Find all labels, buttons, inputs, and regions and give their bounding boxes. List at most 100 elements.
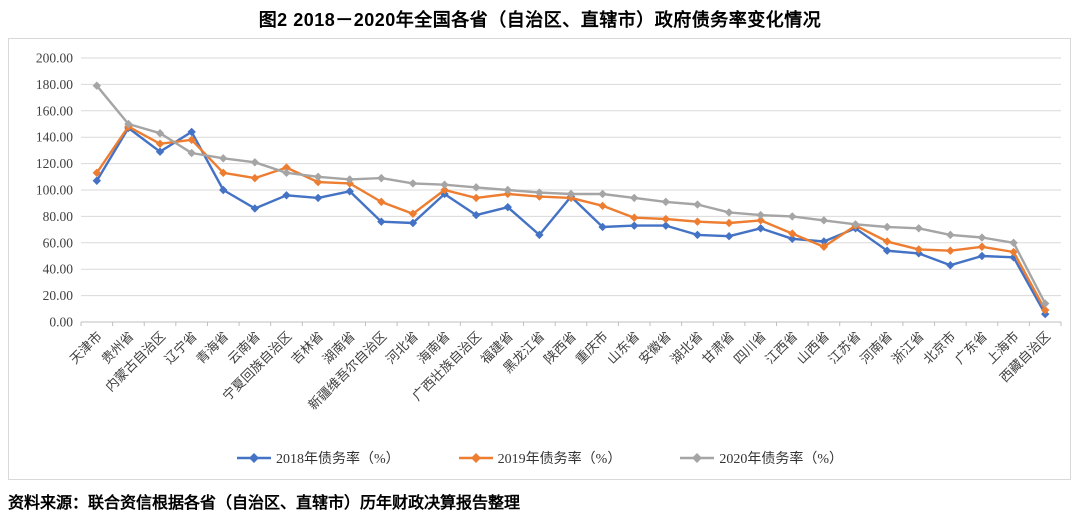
data-point-marker	[693, 230, 702, 240]
x-axis-label: 青海省	[193, 329, 231, 367]
data-point-marker	[471, 210, 481, 220]
x-axis-label: 吉林省	[288, 329, 326, 367]
x-axis-label: 安徽省	[636, 329, 674, 367]
y-axis-label: 20.00	[43, 288, 74, 303]
data-point-marker	[92, 168, 102, 178]
data-point-marker	[440, 180, 449, 189]
legend-item-2018: 2018年债务率（%）	[236, 448, 400, 468]
data-point-marker	[977, 233, 987, 242]
x-axis-label: 陕西省	[541, 329, 579, 367]
data-point-marker	[187, 127, 196, 137]
data-point-marker	[598, 222, 607, 232]
data-point-marker	[219, 154, 228, 163]
data-point-marker	[124, 119, 133, 129]
data-point-marker	[946, 261, 955, 270]
y-axis-label: 100.00	[36, 183, 73, 198]
data-point-marker	[345, 175, 354, 184]
data-point-marker	[598, 201, 607, 211]
y-axis-label: 120.00	[36, 156, 73, 171]
x-axis-label: 江苏省	[825, 329, 863, 367]
data-point-marker	[155, 139, 165, 148]
data-point-marker	[377, 217, 386, 226]
data-point-marker	[566, 189, 576, 199]
line-diamond-marker-icon	[458, 453, 493, 463]
data-point-marker	[282, 191, 291, 200]
data-point-marker	[819, 237, 829, 246]
data-point-marker	[535, 230, 544, 240]
x-axis-label: 山东省	[604, 329, 642, 367]
data-point-marker	[155, 129, 165, 138]
source-note: 资料来源：联合资信根据各省（自治区、直辖市）历年财政决算报告整理	[8, 495, 521, 512]
data-point-marker	[788, 212, 797, 221]
x-axis-label: 浙江省	[889, 329, 927, 367]
data-point-marker	[313, 177, 323, 187]
y-axis-label: 80.00	[43, 209, 74, 224]
data-point-marker	[724, 218, 734, 228]
data-point-marker	[630, 193, 639, 203]
data-point-marker	[630, 221, 639, 230]
x-axis-label: 广东省	[952, 329, 990, 367]
data-point-marker	[977, 242, 987, 251]
data-point-marker	[408, 179, 418, 188]
data-point-marker	[788, 229, 797, 238]
y-axis-label: 180.00	[36, 77, 73, 92]
data-point-marker	[914, 245, 923, 254]
data-point-marker	[693, 217, 702, 226]
x-axis-label: 重庆市	[573, 329, 611, 367]
data-point-marker	[661, 221, 671, 230]
y-axis-label: 60.00	[43, 235, 74, 250]
x-axis-label: 河南省	[857, 329, 895, 367]
chart-title: 图2 2018－2020年全国各省（自治区、直辖市）政府债务率变化情况	[258, 10, 822, 30]
data-point-marker	[1009, 238, 1018, 247]
data-point-marker	[187, 148, 196, 158]
data-point-marker	[92, 176, 102, 185]
data-point-marker	[471, 193, 481, 203]
series-line	[95, 126, 1047, 315]
data-point-marker	[1040, 299, 1050, 308]
data-point-marker	[724, 232, 734, 241]
data-point-marker	[219, 185, 228, 195]
data-point-marker	[946, 246, 955, 255]
legend-item-2019: 2019年债务率（%）	[458, 448, 621, 468]
data-point-marker	[882, 237, 892, 246]
data-point-marker	[408, 218, 418, 228]
chart-plot: 0.00 20.00 40.00 60.00 80.00 100.00 120.00 140.…	[36, 51, 1062, 413]
legend-label-2018: 2018年债务率（%）	[275, 452, 400, 467]
data-point-marker	[377, 197, 386, 207]
data-point-marker	[819, 216, 829, 225]
data-point-marker	[756, 224, 765, 233]
legend-label-2020: 2020年债务率（%）	[719, 452, 843, 467]
data-point-marker	[187, 135, 196, 145]
data-point-marker	[598, 189, 607, 199]
chart-legend: 2018年债务率（%） 2019年债务率（%） 2020年债务率（%）	[9, 448, 1070, 468]
x-axis-label: 四川省	[731, 329, 769, 367]
y-axis-label: 160.00	[36, 103, 73, 118]
data-point-marker	[914, 224, 923, 233]
x-axis-label: 甘肃省	[699, 329, 737, 367]
x-axis-label: 北京市	[920, 329, 958, 367]
y-axis-label: 0.00	[49, 315, 73, 330]
data-point-marker	[250, 158, 260, 167]
data-point-marker	[471, 183, 481, 192]
data-point-marker	[219, 168, 228, 178]
x-axis-label: 山西省	[794, 329, 832, 367]
data-point-marker	[1009, 247, 1018, 257]
data-point-marker	[155, 147, 165, 156]
data-point-marker	[977, 251, 987, 261]
data-point-marker	[250, 173, 260, 183]
data-point-marker	[345, 187, 354, 196]
line-diamond-marker-icon	[680, 453, 715, 463]
data-point-marker	[851, 220, 860, 229]
data-point-marker	[313, 193, 323, 203]
data-point-marker	[282, 168, 291, 178]
data-point-marker	[788, 234, 797, 244]
data-point-marker	[1009, 253, 1018, 262]
series-line	[95, 125, 1047, 311]
data-point-marker	[250, 204, 260, 213]
x-axis-label: 江西省	[762, 329, 800, 367]
y-axis-label: 200.00	[36, 51, 73, 66]
y-axis-label: 140.00	[36, 130, 73, 145]
x-axis-label: 辽宁省	[162, 329, 200, 367]
data-point-marker	[661, 214, 671, 224]
data-point-marker	[756, 216, 765, 225]
